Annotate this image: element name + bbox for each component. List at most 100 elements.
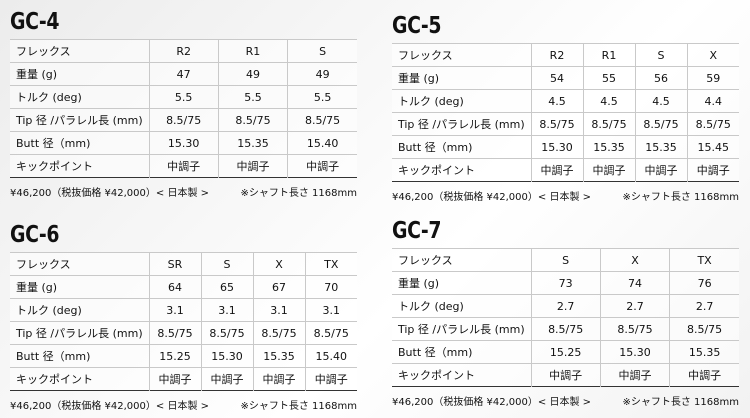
table-cell: 8.5/75	[530, 317, 601, 341]
table-cell: 8.5/75	[530, 112, 583, 136]
table-cell: 15.25	[530, 340, 601, 364]
table-cell: 64	[148, 275, 201, 299]
table-cell: 5.5	[287, 85, 357, 109]
table-row: キックポイント 中調子 中調子 中調子 中調子	[392, 158, 739, 182]
table-cell: 49	[217, 62, 288, 86]
row-label: フレックス	[10, 39, 149, 63]
model-title: GC-7	[392, 218, 442, 244]
table-cell: 3.1	[304, 298, 357, 322]
table-cell: 中調子	[669, 363, 739, 387]
table-cell: 8.5/75	[669, 317, 739, 341]
row-label: フレックス	[392, 43, 531, 67]
table-cell: 55	[582, 66, 635, 90]
table-row: Tip 径 /パラレル長 (mm) 8.5/75 8.5/75 8.5/75 8.5/7…	[392, 112, 739, 136]
table-cell: 54	[530, 66, 583, 90]
price-note: ¥46,200（税抜価格 ¥42,000）< 日本製 >	[392, 397, 591, 408]
table-cell: 4.4	[686, 89, 739, 113]
table-cell: 8.5/75	[582, 112, 635, 136]
table-cell: 5.5	[148, 85, 219, 109]
table-cell: 70	[304, 275, 357, 299]
row-label: トルク (deg)	[10, 298, 149, 322]
spec-table: フレックス R2 R1 S 重量 (g) 47 49 49 トルク (deg) 5.5 5.5 5.5…	[10, 39, 357, 178]
table-cell: 8.5/75	[252, 321, 305, 345]
table-cell: 中調子	[582, 158, 635, 182]
price-note: ¥46,200（税抜価格 ¥42,000）< 日本製 >	[10, 401, 209, 412]
row-label: 重量 (g)	[392, 271, 531, 295]
shaft-length-note: ※シャフト長さ 1168mm	[240, 401, 358, 412]
table-cell: 15.30	[599, 340, 670, 364]
shaft-length-note: ※シャフト長さ 1168mm	[622, 397, 740, 408]
row-label: トルク (deg)	[10, 85, 149, 109]
table-cell: 中調子	[599, 363, 670, 387]
table-cell: 中調子	[148, 154, 219, 178]
table-cell: R1	[217, 39, 288, 63]
table-cell: SR	[148, 252, 201, 276]
row-label: Tip 径 /パラレル長 (mm)	[10, 108, 149, 132]
table-cell: 49	[287, 62, 357, 86]
price-note: ¥46,200（税抜価格 ¥42,000）< 日本製 >	[392, 192, 591, 203]
row-label: 重量 (g)	[10, 62, 149, 86]
table-row: Butt 径（mm) 15.25 15.30 15.35 15.40	[10, 344, 357, 368]
row-label: フレックス	[392, 248, 531, 272]
table-cell: 65	[200, 275, 253, 299]
row-label: Tip 径 /パラレル長 (mm)	[392, 112, 531, 136]
spec-block-gc-6: GC-6 フレックス SR S X TX 重量 (g) 64 65 67 70 トルク (deg) 3.…	[10, 224, 357, 412]
table-cell: 8.5/75	[686, 112, 739, 136]
table-row: トルク (deg) 4.5 4.5 4.5 4.4	[392, 89, 739, 113]
table-cell: 15.25	[148, 344, 201, 368]
row-label: Butt 径（mm)	[10, 344, 149, 368]
table-cell: 8.5/75	[148, 108, 219, 132]
table-row: キックポイント 中調子 中調子 中調子	[10, 154, 357, 178]
table-row: トルク (deg) 3.1 3.1 3.1 3.1	[10, 298, 357, 322]
table-cell: 59	[686, 66, 739, 90]
row-label: トルク (deg)	[392, 89, 531, 113]
table-cell: 15.35	[582, 135, 635, 159]
table-cell: X	[599, 248, 670, 272]
row-label: Butt 径（mm)	[392, 340, 531, 364]
table-cell: R1	[582, 43, 635, 67]
table-cell: 8.5/75	[304, 321, 357, 345]
table-row: フレックス R2 R1 S	[10, 39, 357, 63]
row-label: 重量 (g)	[392, 66, 531, 90]
table-row: Tip 径 /パラレル長 (mm) 8.5/75 8.5/75 8.5/75	[10, 108, 357, 132]
table-cell: 2.7	[530, 294, 601, 318]
table-row: 重量 (g) 73 74 76	[392, 271, 739, 295]
table-cell: 中調子	[304, 367, 357, 391]
row-label: キックポイント	[10, 367, 149, 391]
table-cell: 中調子	[530, 363, 601, 387]
row-label: Tip 径 /パラレル長 (mm)	[10, 321, 149, 345]
table-row: Tip 径 /パラレル長 (mm) 8.5/75 8.5/75 8.5/75 8.5/7…	[10, 321, 357, 345]
table-cell: 中調子	[686, 158, 739, 182]
table-cell: 2.7	[669, 294, 739, 318]
table-cell: 4.5	[634, 89, 687, 113]
table-cell: 4.5	[582, 89, 635, 113]
table-cell: 15.30	[148, 131, 219, 155]
table-row: Butt 径（mm) 15.30 15.35 15.40	[10, 131, 357, 155]
table-cell: 8.5/75	[599, 317, 670, 341]
model-title: GC-6	[10, 222, 60, 248]
table-cell: TX	[304, 252, 357, 276]
table-row: フレックス R2 R1 S X	[392, 43, 739, 67]
shaft-length-note: ※シャフト長さ 1168mm	[622, 192, 740, 203]
table-cell: S	[530, 248, 601, 272]
table-row: 重量 (g) 47 49 49	[10, 62, 357, 86]
table-cell: 15.35	[217, 131, 288, 155]
model-title: GC-5	[392, 13, 442, 39]
table-row: 重量 (g) 54 55 56 59	[392, 66, 739, 90]
spec-table: フレックス SR S X TX 重量 (g) 64 65 67 70 トルク (deg) 3.1 3.1…	[10, 252, 357, 391]
table-cell: 15.35	[669, 340, 739, 364]
table-cell: 中調子	[634, 158, 687, 182]
table-cell: 8.5/75	[217, 108, 288, 132]
table-cell: 15.35	[252, 344, 305, 368]
spec-table: フレックス R2 R1 S X 重量 (g) 54 55 56 59 トルク (deg) 4.5 4.5…	[392, 43, 739, 182]
row-label: キックポイント	[10, 154, 149, 178]
table-cell: R2	[148, 39, 219, 63]
row-label: フレックス	[10, 252, 149, 276]
table-row: 重量 (g) 64 65 67 70	[10, 275, 357, 299]
table-cell: 76	[669, 271, 739, 295]
table-row: トルク (deg) 2.7 2.7 2.7	[392, 294, 739, 318]
table-cell: 15.35	[634, 135, 687, 159]
table-cell: 8.5/75	[200, 321, 253, 345]
table-cell: 15.30	[200, 344, 253, 368]
spec-block-gc-7: GC-7 フレックス S X TX 重量 (g) 73 74 76 トルク (deg) 2.7 2.7…	[392, 220, 739, 408]
